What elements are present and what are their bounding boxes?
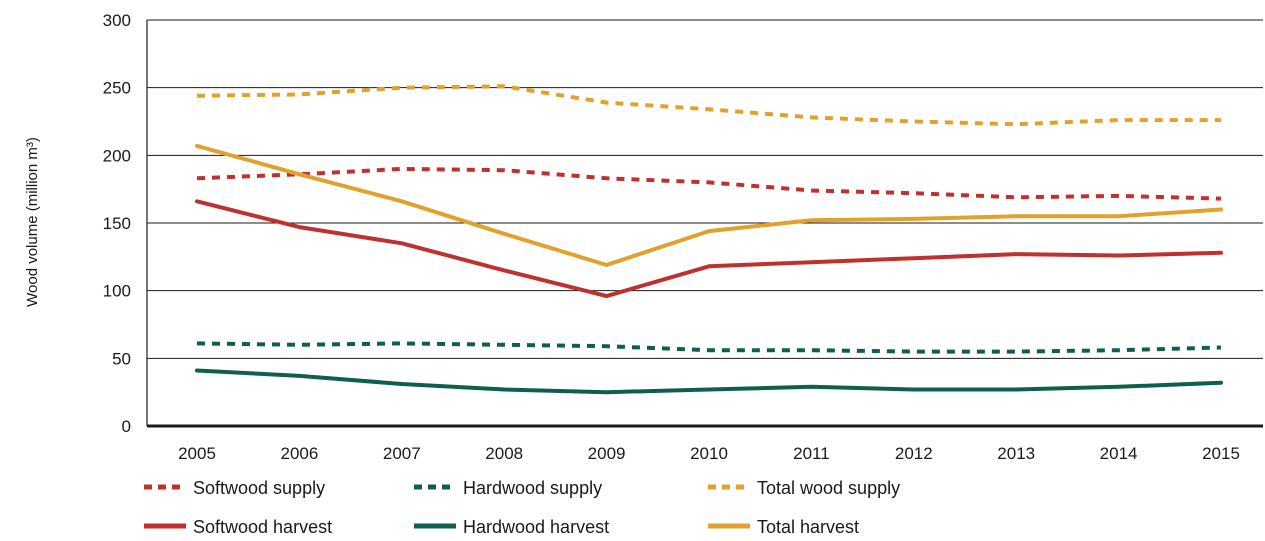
x-tick-label: 2014 <box>1100 444 1138 463</box>
x-tick-label: 2013 <box>997 444 1035 463</box>
y-tick-label: 250 <box>103 79 131 98</box>
legend: Softwood supply Hardwood supply Total wood… <box>144 478 900 537</box>
y-axis-label: Wood volume (million m³) <box>24 137 41 307</box>
legend-item-softwood-supply: Softwood supply <box>144 478 325 498</box>
axes <box>146 20 1263 428</box>
legend-label: Softwood supply <box>193 478 325 498</box>
x-tick-label: 2011 <box>793 444 830 463</box>
series-line-hardwood-harvest <box>195 368 1223 395</box>
y-tick-label: 50 <box>112 349 131 368</box>
y-tick-label: 0 <box>122 417 131 436</box>
y-tick-label: 300 <box>103 11 131 30</box>
legend-label: Total harvest <box>757 517 859 537</box>
series-line-total-wood-supply <box>196 84 1221 127</box>
x-tick-label: 2005 <box>178 444 216 463</box>
legend-item-total-harvest: Total harvest <box>708 517 859 537</box>
series-lines <box>195 84 1223 395</box>
series-line-total-harvest <box>195 143 1223 267</box>
y-tick-label: 150 <box>103 214 131 233</box>
y-tick-label: 200 <box>103 146 131 165</box>
x-tick-label: 2015 <box>1202 444 1240 463</box>
legend-label: Total wood supply <box>757 478 900 498</box>
series-line-softwood-harvest <box>195 199 1223 299</box>
x-tick-label: 2012 <box>895 444 933 463</box>
x-tick-label: 2010 <box>690 444 728 463</box>
x-tick-label: 2007 <box>383 444 421 463</box>
x-tick-label: 2006 <box>280 444 318 463</box>
legend-label: Softwood harvest <box>193 517 332 537</box>
gridlines <box>147 19 1263 359</box>
series-line-hardwood-supply <box>196 341 1222 354</box>
legend-item-total-wood-supply: Total wood supply <box>708 478 900 498</box>
legend-item-hardwood-harvest: Hardwood harvest <box>414 517 609 537</box>
legend-label: Hardwood harvest <box>463 517 609 537</box>
y-tick-label: 100 <box>103 282 131 301</box>
legend-item-hardwood-supply: Hardwood supply <box>414 478 602 498</box>
legend-item-softwood-harvest: Softwood harvest <box>144 517 332 537</box>
x-tick-label: 2009 <box>588 444 626 463</box>
x-tick-label: 2008 <box>485 444 523 463</box>
x-tick-labels: 2005 2006 2007 2008 2009 2010 2011 2012 2013 2014… <box>178 444 1240 463</box>
y-tick-labels: 0 50 100 150 200 250 300 <box>103 11 131 436</box>
series-line-softwood-supply <box>196 166 1222 201</box>
legend-label: Hardwood supply <box>463 478 602 498</box>
